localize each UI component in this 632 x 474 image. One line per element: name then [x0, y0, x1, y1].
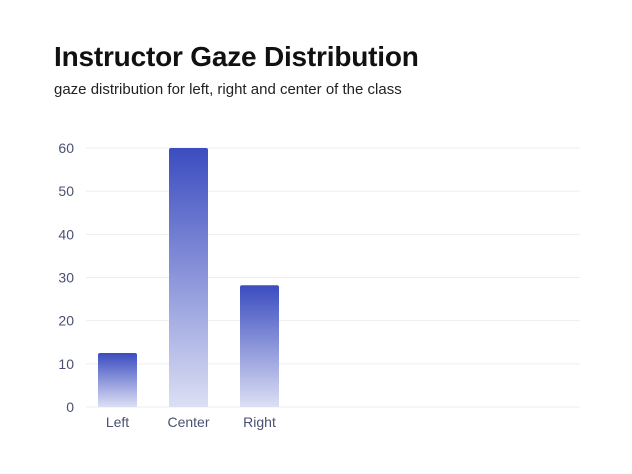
chart-title: Instructor Gaze Distribution	[54, 41, 419, 72]
y-tick-label: 60	[58, 140, 74, 156]
y-tick-label: 30	[58, 270, 74, 286]
chart-subtitle: gaze distribution for left, right and ce…	[54, 81, 402, 98]
y-tick-label: 50	[58, 183, 74, 199]
x-tick-label-left: Left	[106, 414, 129, 430]
y-tick-label: 0	[66, 399, 74, 415]
y-tick-label: 10	[58, 356, 74, 372]
x-tick-label-right: Right	[243, 414, 276, 430]
grid-lines	[86, 147, 580, 408]
y-axis-ticks: 0 10 20 30 40 50 60	[58, 140, 74, 415]
x-tick-label-center: Center	[167, 414, 209, 430]
bar-right	[240, 285, 279, 407]
bar-left	[98, 353, 137, 407]
y-tick-label: 20	[58, 313, 74, 329]
bar-center	[169, 148, 208, 407]
x-axis-ticks: Left Center Right	[106, 414, 276, 430]
bars	[98, 148, 279, 407]
y-tick-label: 40	[58, 226, 74, 242]
